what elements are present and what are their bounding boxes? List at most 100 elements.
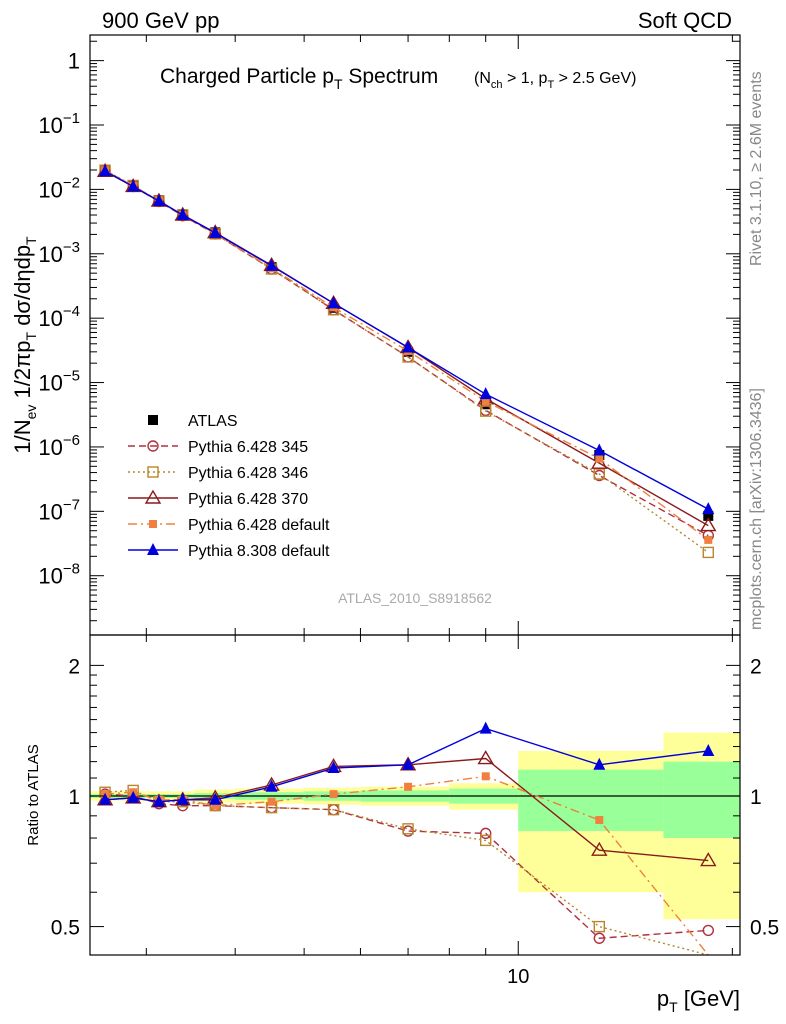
main-data-point (327, 296, 340, 309)
main-data-point (702, 502, 715, 515)
legend-marker (147, 440, 159, 452)
analysis-id: ATLAS_2010_S8918562 (338, 590, 492, 606)
ratio-data-point (327, 761, 340, 774)
ratio-data-point (480, 827, 492, 840)
main-data-point (704, 535, 713, 544)
header-category: Soft QCD (638, 8, 732, 33)
mcplots-label: mcplots.cern.ch [arXiv:1306.3436] (748, 388, 765, 630)
ratio-data-point (591, 841, 608, 856)
main-y-tick-label: 10−4 (38, 303, 80, 331)
main-data-point (265, 258, 278, 271)
ratio-data-point (593, 920, 605, 933)
ratio-data-point (152, 794, 165, 807)
main-data-point (703, 510, 714, 521)
legend-marker (148, 415, 158, 425)
main-panel: 1 10−1 10−2 10−3 10−4 10−5 10−6 10−7 10−8 Charge… (10, 34, 741, 636)
ratio-data-point (702, 743, 715, 756)
x-tick-label: 10 (507, 966, 529, 988)
legend-marker (144, 489, 162, 504)
ratio-band-inner (663, 761, 740, 839)
main-y-tick-label: 10−6 (38, 432, 80, 460)
ratio-data-point (481, 772, 490, 781)
legend-marker (149, 520, 157, 528)
ratio-band-inner (518, 769, 664, 832)
main-y-tick-label: 10−7 (38, 496, 80, 524)
ratio-data-point (99, 792, 112, 805)
legend-marker (147, 466, 159, 478)
legend-entry: Pythia 6.428 370 (188, 491, 308, 508)
ratio-data-point (402, 823, 414, 835)
ratio-frame (89, 634, 741, 956)
legend: ATLAS Pythia 6.428 345 Pythia 6.428 346 Pyt… (128, 413, 330, 560)
x-axis-label: pT [GeV] (657, 986, 740, 1015)
main-y-axis-label: 1/Nev 1/2πpT dσ/dηdpT (10, 236, 39, 454)
main-data-point (593, 443, 606, 456)
ratio-data-point (176, 792, 189, 805)
ratio-y-ticks: 2 2 1 1 0.5 0.5 (51, 655, 779, 939)
main-data-point (99, 164, 112, 177)
main-data-point (480, 405, 492, 417)
ratio-data-point (402, 757, 415, 770)
header-energy: 900 GeV pp (102, 8, 219, 33)
main-y-ticks: 1 10−1 10−2 10−3 10−4 10−5 10−6 10−7 10−8 (38, 40, 740, 622)
main-data-point (152, 194, 165, 207)
ratio-y-axis-label: Ratio to ATLAS (25, 744, 42, 845)
legend-entry: Pythia 6.428 default (188, 517, 330, 534)
main-y-tick-label: 10−3 (38, 239, 80, 267)
ratio-series-line (105, 775, 709, 956)
main-data-point (481, 397, 490, 406)
main-data-point (700, 517, 717, 532)
main-series (96, 162, 717, 559)
main-y-tick-label: 1 (68, 49, 80, 74)
ratio-data-point (329, 790, 338, 799)
ratio-data-point (127, 790, 140, 803)
legend-entry: Pythia 6.428 345 (188, 439, 308, 456)
ratio-series (96, 721, 717, 956)
main-y-tick-label: 10−8 (38, 561, 80, 589)
legend-marker (147, 543, 159, 555)
legend-entry: Pythia 8.308 default (188, 543, 330, 560)
ratio-data-point (479, 721, 492, 734)
legend-entry: ATLAS (188, 413, 238, 430)
ratio-data-point (209, 792, 222, 805)
ratio-y-tick-label: 2 (750, 655, 762, 678)
main-series-line (104, 170, 709, 510)
ratio-data-point (595, 816, 604, 825)
main-data-point (595, 454, 604, 463)
ratio-data-point (593, 932, 605, 944)
ratio-data-point (702, 924, 714, 937)
ratio-data-point (700, 852, 717, 867)
main-data-point (593, 468, 605, 480)
main-data-point (402, 340, 415, 353)
main-y-tick-label: 10−5 (38, 368, 80, 396)
main-y-tick-label: 10−2 (38, 174, 80, 202)
main-data-point (209, 225, 222, 238)
ratio-data-point (404, 782, 413, 791)
ratio-y-tick-label: 0.5 (51, 917, 80, 940)
rivet-version-label: Rivet 3.1.10, ≥ 2.6M events (748, 71, 765, 266)
chart-subtitle: (Nch > 1, pT > 2.5 GeV) (474, 70, 636, 91)
ratio-data-point (327, 803, 340, 816)
ratio-data-point (267, 797, 276, 806)
ratio-x-ticks: 10 (145, 635, 733, 988)
main-data-point (176, 208, 189, 221)
main-data-point (479, 387, 492, 400)
ratio-data-point (211, 801, 220, 810)
ratio-panel: 2 2 1 1 0.5 0.5 10 Ratio to ATLAS pT [GeV] (25, 634, 779, 1015)
main-data-point (702, 546, 714, 559)
main-y-tick-label: 10−1 (38, 110, 80, 138)
ratio-uncertainty-bands (90, 732, 740, 920)
ratio-data-point (477, 750, 494, 765)
ratio-data-point (593, 757, 606, 770)
ratio-y-tick-label: 1 (750, 786, 762, 809)
ratio-data-point (480, 834, 492, 847)
main-data-point (127, 179, 140, 192)
ratio-y-tick-label: 2 (68, 655, 80, 678)
chart-title: Charged Particle pT Spectrum (160, 65, 438, 92)
main-x-ticks (145, 35, 733, 635)
ratio-y-tick-label: 0.5 (750, 917, 779, 940)
legend-entry: Pythia 6.428 346 (188, 465, 308, 482)
ratio-y-tick-label: 1 (68, 786, 80, 809)
ratio-data-point (265, 779, 278, 792)
